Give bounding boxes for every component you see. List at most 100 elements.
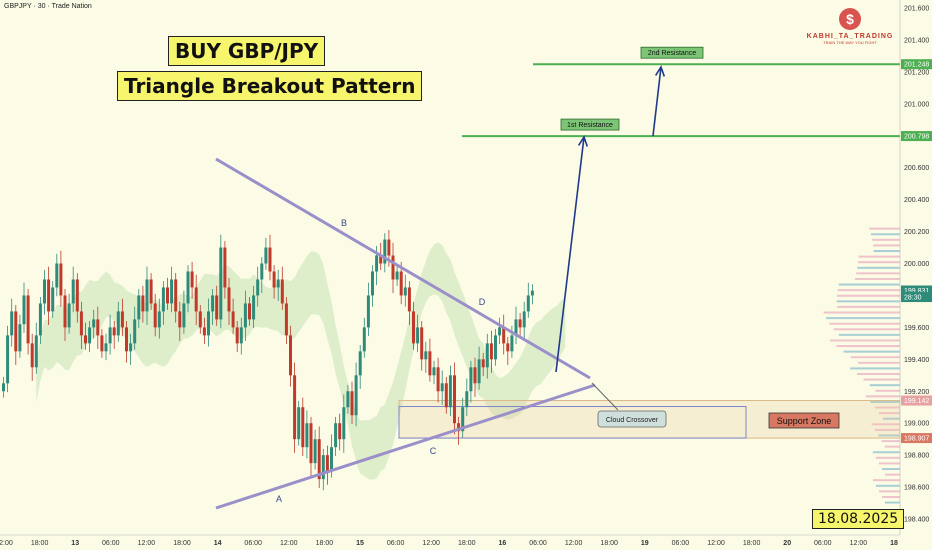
candle-body xyxy=(112,327,116,336)
candle-body xyxy=(526,295,530,312)
volume-profile-bar xyxy=(863,378,900,381)
candle-body xyxy=(362,327,366,352)
candle-body xyxy=(305,423,309,448)
resistance-label-box xyxy=(560,118,620,131)
x-tick-label: 18 xyxy=(890,540,898,547)
candle-body xyxy=(153,303,157,328)
volume-profile-bar xyxy=(879,412,900,415)
candle-body xyxy=(75,279,79,312)
lower-trendline xyxy=(215,383,596,510)
candle-body xyxy=(309,423,313,464)
candle-body xyxy=(186,271,190,304)
x-tick-label: 18:00 xyxy=(316,540,334,547)
candle-body xyxy=(84,335,87,344)
x-tick-label: 12:00 xyxy=(422,540,440,547)
volume-profile-bar xyxy=(878,462,900,465)
price-tag-label: 198.907 xyxy=(904,436,929,443)
logo-tagline: TRAIN THE WAY YOU FIGHT xyxy=(823,40,877,45)
candle-body xyxy=(399,271,403,296)
candle-body xyxy=(313,439,317,464)
support-zone-box xyxy=(398,406,747,439)
candle-body xyxy=(129,343,133,352)
candle-body xyxy=(284,303,288,336)
volume-profile-bar xyxy=(870,233,900,236)
volume-profile xyxy=(823,227,900,504)
volume-profile-bar xyxy=(836,300,900,303)
volume-profile-bar xyxy=(873,250,900,253)
candle-body xyxy=(252,295,256,320)
candle-body xyxy=(223,247,227,288)
candle-body xyxy=(530,290,534,296)
candle-body xyxy=(104,343,108,352)
candle-body xyxy=(407,287,411,312)
candle-body xyxy=(412,311,415,344)
y-tick-label: 200.600 xyxy=(904,165,929,172)
volume-profile-bar xyxy=(884,445,900,448)
candle-body xyxy=(453,375,456,424)
projection-arrow-2 xyxy=(652,66,662,137)
candle-body xyxy=(289,335,292,376)
candle-body xyxy=(391,255,395,280)
candle-body xyxy=(116,311,120,336)
projection-arrow-2-head xyxy=(654,65,666,77)
candle-body xyxy=(444,383,448,408)
pattern-point-C: C xyxy=(430,446,437,456)
x-tick-label: 06:00 xyxy=(814,540,832,547)
y-tick-label: 201.200 xyxy=(904,69,929,76)
x-tick-label: 06:00 xyxy=(387,540,405,547)
volume-profile-bar xyxy=(871,423,900,426)
x-tick-label: 18:00 xyxy=(31,540,49,547)
volume-profile-bar xyxy=(872,479,900,482)
candle-body xyxy=(264,247,268,264)
candle-body xyxy=(481,359,485,368)
x-tick-label: 14 xyxy=(214,540,222,547)
volume-profile-bar xyxy=(838,333,900,336)
candle-body xyxy=(387,239,391,256)
candle-body xyxy=(317,439,321,480)
candle-body xyxy=(510,335,514,352)
candle-body xyxy=(272,271,276,288)
x-tick-label: 13 xyxy=(71,540,79,547)
candle-body xyxy=(469,367,473,392)
price-tag xyxy=(901,59,932,70)
candle-body xyxy=(194,287,198,312)
candle-body xyxy=(6,335,10,384)
candle-body xyxy=(276,279,280,288)
volume-profile-bar xyxy=(881,495,900,498)
candle-body xyxy=(477,359,481,384)
candle-body xyxy=(198,311,202,328)
candle-body xyxy=(145,279,149,312)
candle-body xyxy=(149,279,153,304)
candle-body xyxy=(473,367,477,384)
drawing-lines xyxy=(215,63,900,510)
candle-body xyxy=(494,335,497,360)
x-tick-label: 12:00 xyxy=(280,540,298,547)
y-tick-label: 201.400 xyxy=(904,37,929,44)
volume-profile-bar xyxy=(836,345,900,348)
cloud-callout-line xyxy=(591,382,619,411)
candle-body xyxy=(358,351,362,376)
candle-body xyxy=(2,383,5,392)
candle-body xyxy=(47,279,51,312)
candle-body xyxy=(231,311,235,328)
y-tick-label: 200.200 xyxy=(904,229,929,236)
candle-body xyxy=(96,319,100,336)
candle-body xyxy=(71,279,75,304)
candle-body xyxy=(436,367,440,392)
volume-profile-bar xyxy=(854,277,900,280)
volume-profile-bar xyxy=(874,406,900,409)
candle-body xyxy=(38,303,42,336)
candle-body xyxy=(403,287,407,296)
candle-body xyxy=(498,327,502,336)
resistance-label: 2nd Resistance xyxy=(648,50,696,57)
cloud-crossover-box xyxy=(597,410,667,428)
volume-profile-bar xyxy=(882,417,900,420)
candle-body xyxy=(256,279,260,296)
candle-body xyxy=(301,407,305,448)
resistance-label: 1st Resistance xyxy=(567,122,613,129)
date-label: 18.08.2025 xyxy=(812,509,905,529)
price-tag-label: 201.248 xyxy=(904,62,929,69)
x-tick-label: 12:00 xyxy=(565,540,583,547)
candle-body xyxy=(79,311,83,336)
